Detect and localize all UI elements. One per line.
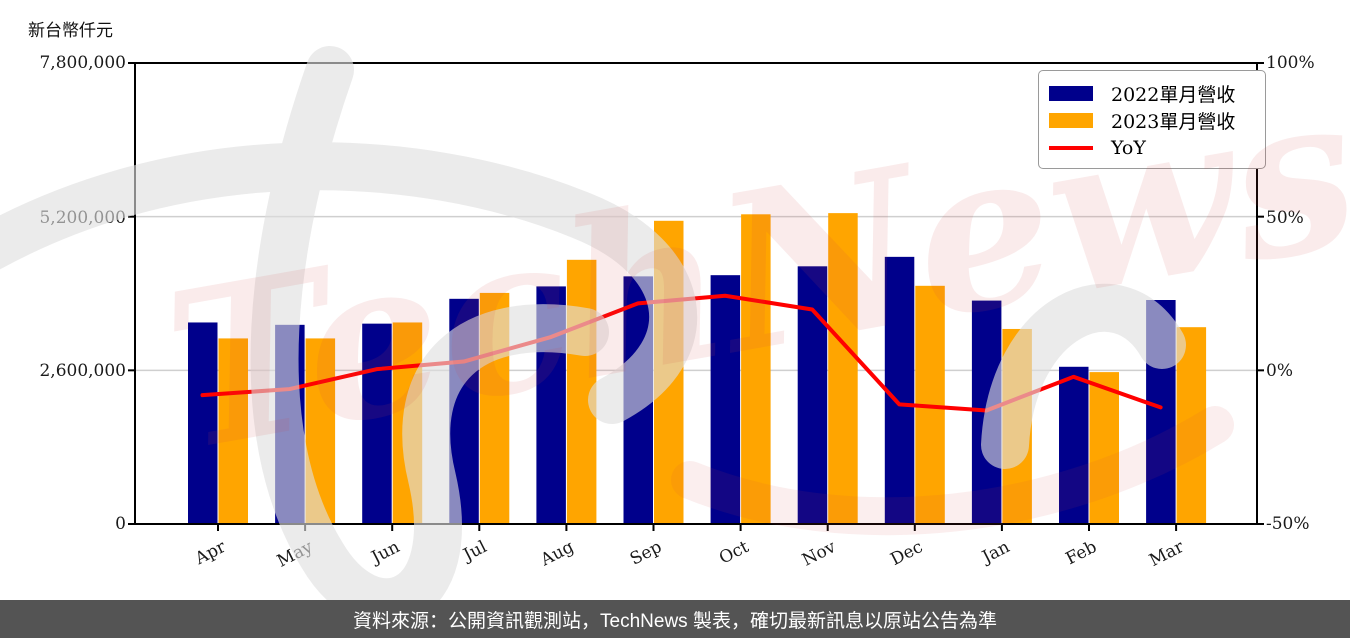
legend-entry-yoy: YoY [1049,134,1255,161]
legend-entry-2022: 2022單月營收 [1049,80,1255,107]
bar-2023-apr [218,338,248,524]
bar-2022-jun [362,323,392,524]
footer-bar: 資料來源：公開資訊觀測站，TechNews 製表，確切最新訊息以原站公告為準 [0,600,1350,638]
y-tick-label: 7,800,000 [39,53,126,73]
left-axis-unit-label: 新台幣仟元 [28,21,113,41]
bar-2022-oct [710,275,741,524]
bar-2022-apr [188,322,218,524]
right-tick-label: 50% [1266,208,1304,228]
bar-2023-feb [1089,372,1119,524]
right-tick-label: 0% [1266,361,1293,381]
bar-2023-aug [566,259,597,524]
bar-2022-sep [623,276,653,524]
bar-2023-sep [654,220,684,525]
bar-2023-jan [1002,328,1032,524]
chart-legend: 2022單月營收 2023單月營收 YoY [1038,70,1266,169]
bar-2022-dec [884,256,915,524]
legend-label: 2022單月營收 [1111,84,1236,106]
legend-label: 2023單月營收 [1111,111,1236,133]
bar-2023-jun [392,322,423,524]
legend-label: YoY [1111,136,1146,159]
bar-2022-nov [797,266,828,524]
y-tick-label: 5,200,000 [39,208,126,228]
legend-swatch-2022 [1049,86,1093,101]
right-tick-label: -50% [1266,514,1310,534]
legend-entry-2023: 2023單月營收 [1049,107,1255,134]
bar-2022-jul [449,298,479,524]
legend-swatch-yoy-line [1049,145,1093,150]
bar-2022-may [275,324,305,524]
right-tick-label: 100% [1266,53,1315,73]
footer-source-text: 資料來源：公開資訊觀測站，TechNews 製表，確切最新訊息以原站公告為準 [353,610,997,632]
y-tick-label: 2,600,000 [39,361,126,381]
bar-2022-mar [1146,300,1176,524]
bar-2023-nov [828,213,858,524]
bar-2023-oct [741,214,771,525]
y-tick-label: 0 [115,514,126,534]
legend-swatch-2023 [1049,113,1093,128]
bar-2023-mar [1176,327,1207,524]
bar-2023-jul [479,292,510,524]
bar-2022-aug [536,286,566,524]
bar-2023-may [305,338,336,524]
bar-2022-feb [1059,366,1089,524]
